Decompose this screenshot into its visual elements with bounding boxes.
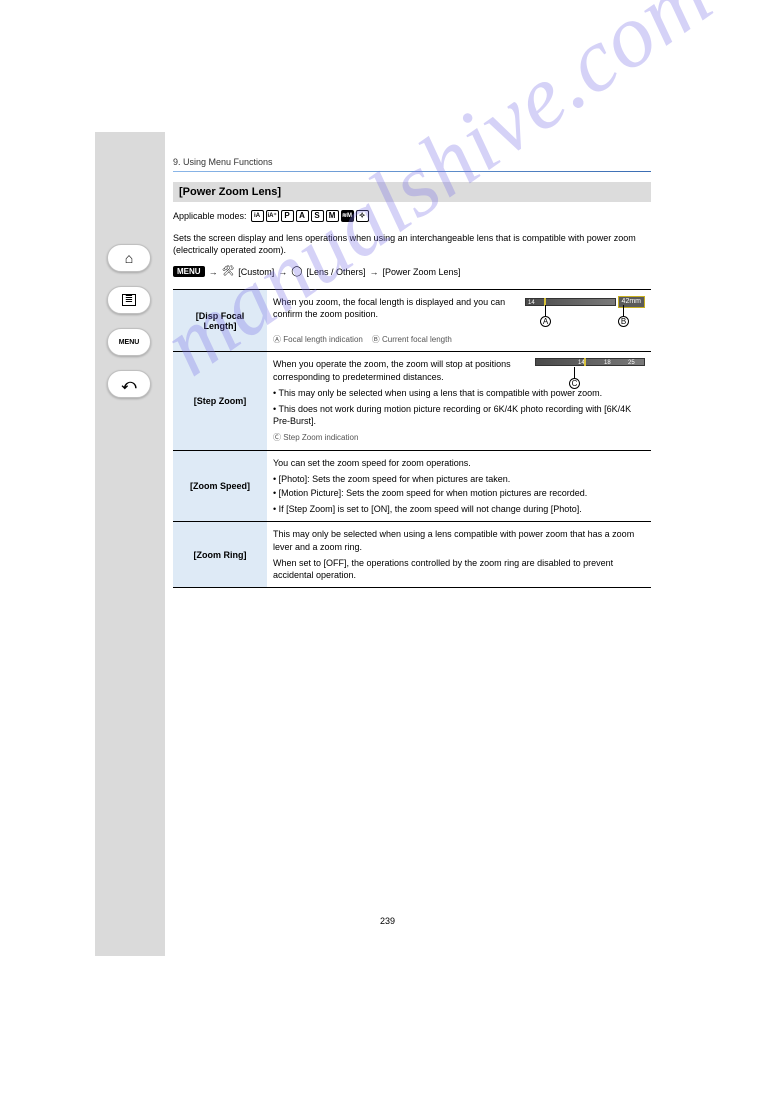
zoom-step-bar: 14 18 25 — [535, 358, 645, 366]
menu-custom: [Custom] — [238, 267, 274, 277]
mode-icons-group: iA iA⁺ P A S M ≋M ✧ — [251, 210, 369, 222]
mode-icon-custom: ✧ — [356, 210, 369, 222]
callout-c-text: Ⓒ — [273, 433, 283, 442]
callout-b-text: Ⓑ — [372, 335, 382, 344]
mode-line: Applicable modes: iA iA⁺ P A S M ≋M ✧ — [173, 210, 651, 222]
mode-label: Applicable modes: — [173, 211, 247, 221]
row-label-zoom-ring: [Zoom Ring] — [173, 522, 267, 588]
row-body-line: • This does not work during motion pictu… — [273, 403, 645, 427]
step-zoom-bar-illustration: 14 18 25 C — [525, 358, 645, 366]
list-icon: ≣ — [122, 294, 136, 306]
manual-page: ⌂ ≣ MENU ⤺ 9. Using Menu Functions [Powe… — [95, 132, 680, 956]
table-row: [Zoom Speed] You can set the zoom speed … — [173, 450, 651, 522]
menu-text-button[interactable]: MENU — [107, 328, 151, 356]
row-desc-zoom-speed: You can set the zoom speed for zoom oper… — [267, 450, 651, 522]
mode-icon-ia: iA — [251, 210, 264, 222]
back-arrow-icon: ⤺ — [122, 376, 137, 393]
mode-icon-movie: ≋M — [341, 210, 354, 222]
row-label-zoom-speed: [Zoom Speed] — [173, 450, 267, 522]
menu-item: [Power Zoom Lens] — [383, 267, 461, 277]
focal-length-box: 42mm — [618, 296, 645, 307]
row-desc-disp-focal: 14 42mm A B When you zoom, the focal len… — [267, 290, 651, 352]
row-desc-step-zoom: 14 18 25 C When you operate the zoom, th… — [267, 352, 651, 451]
page-number: 239 — [380, 916, 395, 926]
zoom-step-mark: 18 — [604, 359, 611, 367]
zoom-step-marker — [584, 358, 586, 366]
mode-icon-iaplus: iA⁺ — [266, 210, 279, 222]
mode-icon-s: S — [311, 210, 324, 222]
row-body-line: When set to [OFF], the operations contro… — [273, 557, 645, 581]
row-body-line: This may only be selected when using a l… — [273, 528, 645, 552]
section-title: [Power Zoom Lens] — [173, 182, 651, 202]
row-label-disp-focal: [Disp Focal Length] — [173, 290, 267, 352]
description-text: Sets the screen display and lens operati… — [173, 232, 651, 256]
toc-icon-button[interactable]: ≣ — [107, 286, 151, 314]
table-row: [Disp Focal Length] 14 42mm — [173, 290, 651, 352]
back-button[interactable]: ⤺ — [107, 370, 151, 398]
row-label-step-zoom: [Step Zoom] — [173, 352, 267, 451]
home-button[interactable]: ⌂ — [107, 244, 151, 272]
zoom-bar: 14 — [525, 298, 616, 306]
content-area: 9. Using Menu Functions [Power Zoom Lens… — [173, 157, 651, 588]
menu-path: MENU → 🛠 [Custom] → ◯ [Lens / Others] → … — [173, 266, 651, 277]
row-desc-zoom-ring: This may only be selected when using a l… — [267, 522, 651, 588]
menu-lens: [Lens / Others] — [306, 267, 365, 277]
wrench-icon: 🛠 — [222, 266, 235, 277]
zoom-step-mark: 25 — [628, 359, 635, 367]
zoom-bar-illustration: 14 42mm A B — [525, 296, 645, 307]
callout-a: A — [540, 316, 551, 327]
row-body-line: • [Photo]: Sets the zoom speed for when … — [273, 473, 645, 485]
divider — [173, 171, 651, 172]
row-body-line: You can set the zoom speed for zoom oper… — [273, 457, 645, 469]
table-row: [Zoom Ring] This may only be selected wh… — [173, 522, 651, 588]
mode-icon-p: P — [281, 210, 294, 222]
menu-tag: MENU — [173, 266, 205, 277]
table-row: [Step Zoom] 14 18 25 C — [173, 352, 651, 451]
row-body-line: • If [Step Zoom] is set to [ON], the zoo… — [273, 503, 645, 515]
mode-icon-m: M — [326, 210, 339, 222]
arrow-icon: → — [370, 267, 379, 277]
arrow-icon: → — [278, 267, 287, 277]
callout-b: B — [618, 316, 629, 327]
chapter-heading: 9. Using Menu Functions — [173, 157, 651, 167]
home-icon: ⌂ — [125, 250, 133, 266]
menu-label: MENU — [119, 339, 140, 346]
zoom-bar-left-label: 14 — [528, 299, 535, 307]
arrow-icon: → — [209, 267, 218, 277]
callout-a-text: Ⓐ — [273, 335, 283, 344]
row-body-line: • This may only be selected when using a… — [273, 387, 645, 399]
row-body-line: • [Motion Picture]: Sets the zoom speed … — [273, 487, 645, 499]
lens-icon: ◯ — [291, 266, 302, 277]
options-table: [Disp Focal Length] 14 42mm — [173, 289, 651, 588]
mode-icon-a: A — [296, 210, 309, 222]
